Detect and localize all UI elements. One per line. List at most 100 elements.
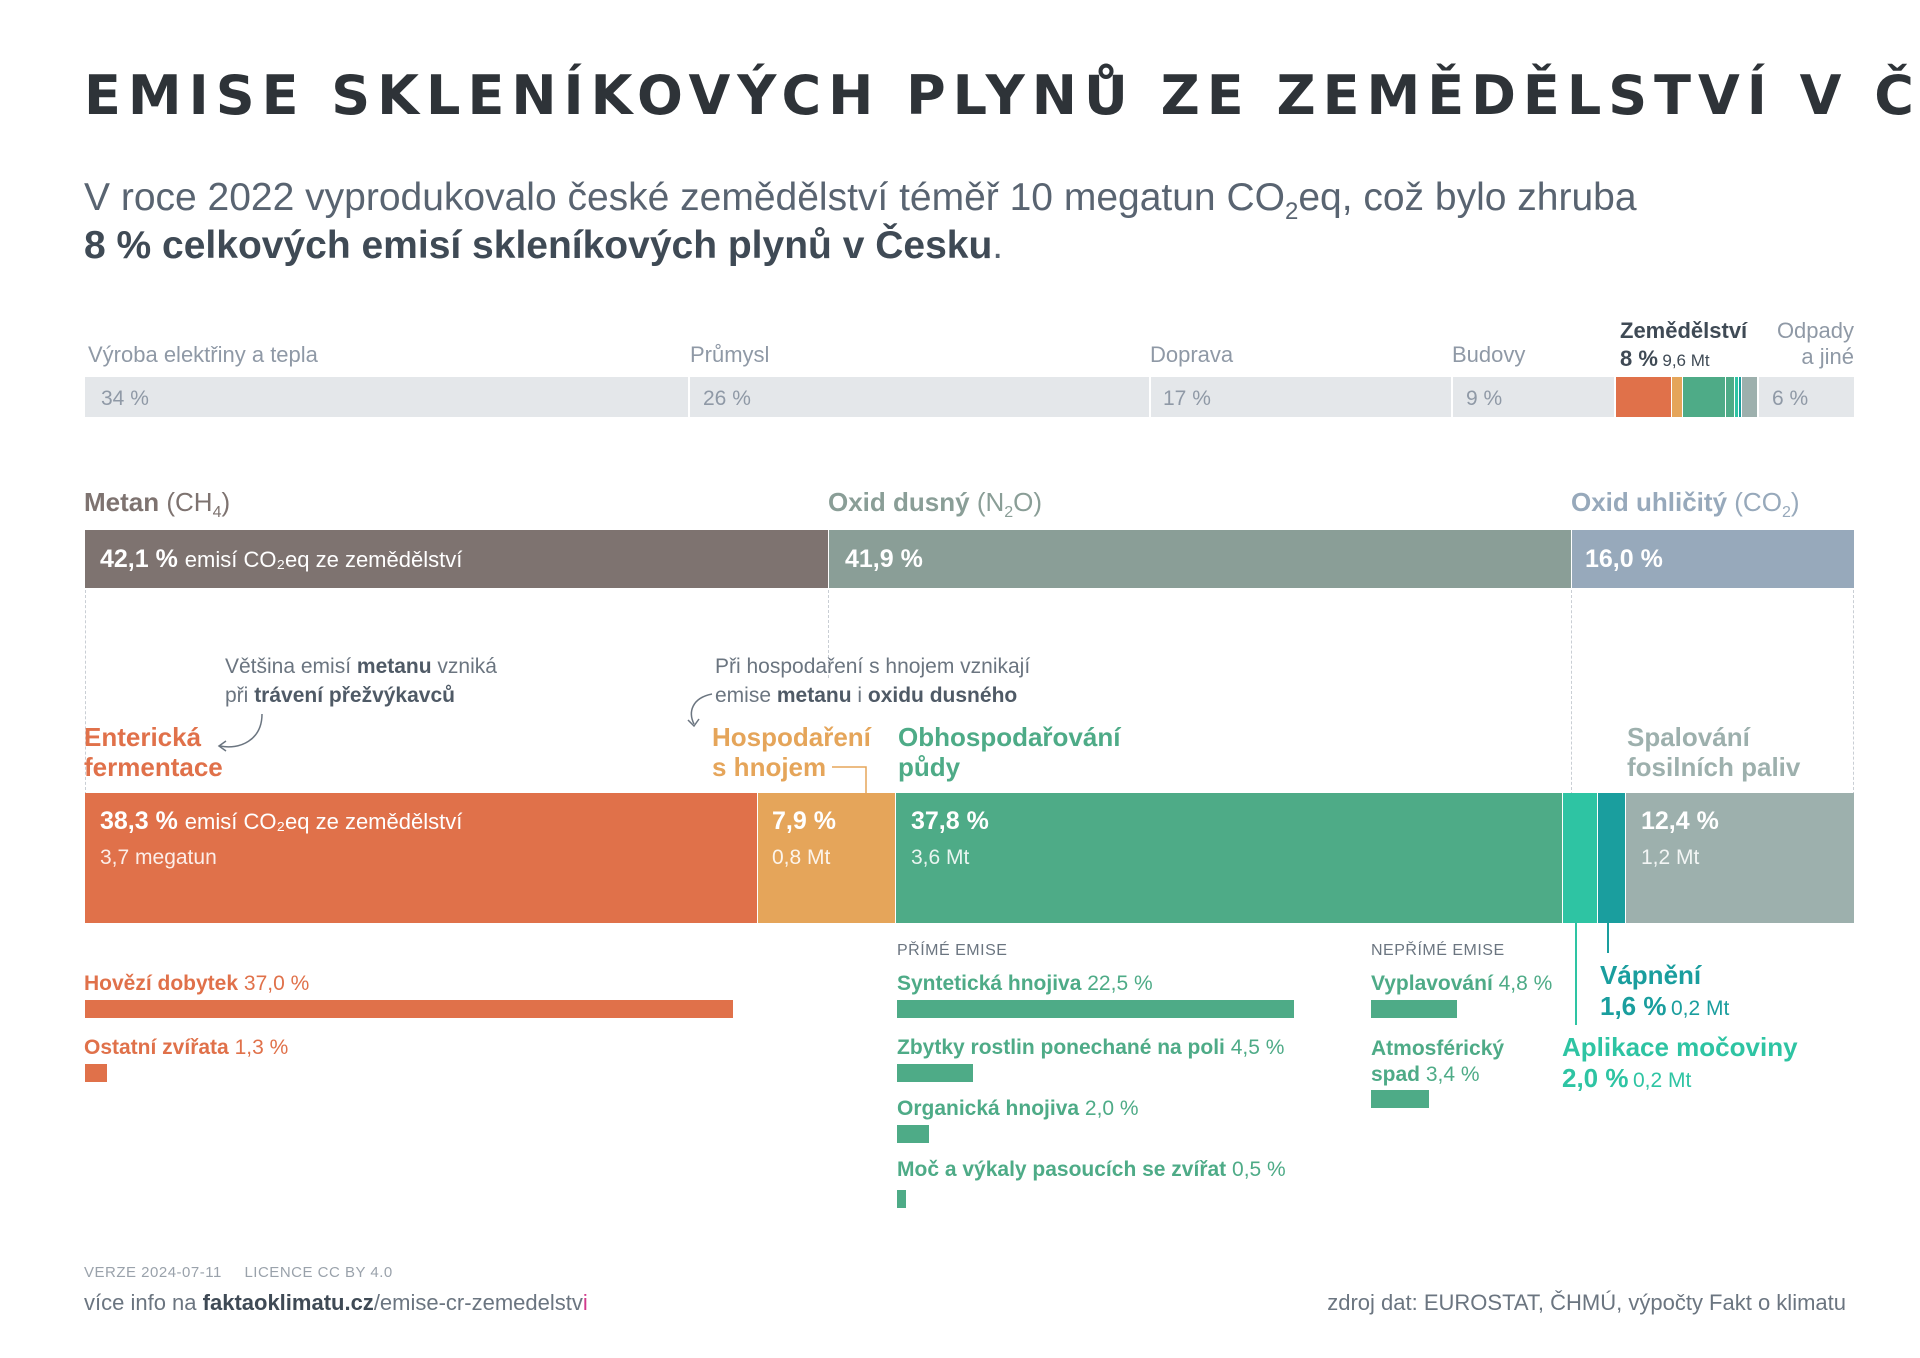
leach-pct: 4,8 % [1498, 972, 1553, 995]
cattle-name: Hovězí dobytek [84, 972, 239, 995]
source-bar-enteric [85, 793, 757, 923]
note-methane-digestion: Většina emisí metanu vzniká při trávení … [225, 652, 497, 710]
label-fuel-2: fosilních paliv [1627, 752, 1801, 782]
sector-label-energy: Výroba elektřiny a tepla [88, 342, 318, 367]
footer-link-path: /emise-cr-zemedelstv [373, 1290, 583, 1315]
bar-synthetic [897, 1000, 1294, 1018]
label-manure-1: Hospodaření [712, 722, 871, 752]
agri-mini-soil [1683, 377, 1725, 417]
n2o-formula: (N2O) [977, 487, 1042, 521]
gas-bar-n2o [829, 530, 1571, 588]
manure-leader-line [832, 766, 867, 796]
gas-bar-methane [85, 530, 828, 588]
n2o-name: Oxid dusný [828, 487, 970, 517]
sector-label-transport: Doprava [1150, 342, 1234, 367]
source-bar-fuel [1626, 793, 1854, 923]
sector-segment-transport [1151, 377, 1451, 417]
enteric-pct-note: emisí CO₂eq ze zemědělství [184, 809, 463, 834]
label-enteric-2: fermentace [84, 752, 223, 782]
urea-leader [1575, 923, 1577, 1025]
atmo-pct: 3,4 % [1425, 1063, 1480, 1086]
source-amount-soil: 3,6 Mt [911, 846, 970, 869]
footer-more-info: více info na faktaoklimatu.cz/emise-cr-z… [84, 1290, 588, 1316]
source-bar-soil [896, 793, 1562, 923]
connector-co2-left [1571, 590, 1572, 795]
footer-source: zdroj dat: EUROSTAT, ČHMÚ, výpočty Fakt … [1327, 1290, 1846, 1315]
leach-name: Vyplavování [1371, 972, 1493, 995]
connector-methane-right [828, 590, 829, 678]
source-amount-fuel: 1,2 Mt [1641, 846, 1700, 869]
source-amount-enteric: 3,7 megatun [100, 846, 217, 869]
note-m1-pre: Většina emisí [225, 655, 357, 678]
methane-formula-pre: (CH [166, 487, 213, 517]
co2-formula-sub: 2 [1781, 504, 1791, 522]
methane-formula-post: ) [221, 487, 231, 517]
source-amount-manure: 0,8 Mt [772, 846, 831, 869]
methane-formula-sub: 4 [212, 504, 222, 522]
bar-residues [897, 1064, 973, 1082]
sector-label-agriculture: Zemědělství [1620, 318, 1748, 343]
label-synthetic: Syntetická hnojiva 22,5 % [897, 972, 1153, 996]
waste-line-1: Odpady [1776, 318, 1854, 343]
connector-co2-right [1853, 590, 1854, 795]
note-m2-pre: při [225, 684, 255, 707]
label-cattle: Hovězí dobytek 37,0 % [84, 972, 309, 996]
subtitle-bold: 8 % celkových emisí skleníkových plynů v… [84, 224, 993, 267]
label-grazing: Moč a výkaly pasoucích se zvířat 0,5 % [897, 1158, 1286, 1182]
co2-formula: (CO2) [1734, 487, 1800, 521]
residues-name: Zbytky rostlin ponechané na poli [897, 1036, 1225, 1059]
source-bar-liming [1598, 793, 1625, 923]
note-mn2-pre: emise [715, 684, 777, 707]
gas-label-methane: Metan (CH4) [84, 487, 230, 522]
label-enteric-1: Enterická [84, 722, 202, 752]
label-organic: Organická hnojiva 2,0 % [897, 1097, 1139, 1121]
footer-meta: VERZE 2024-07-11 LICENCE CC BY 4.0 [84, 1264, 393, 1281]
gas-pct-co2: 16,0 % [1585, 545, 1663, 573]
note-m2-bold: trávení přežvýkavců [254, 684, 455, 707]
gas-bar-co2 [1572, 530, 1854, 588]
gas-pct-n2o: 41,9 % [845, 545, 923, 573]
source-pct-fuel: 12,4 % [1641, 807, 1719, 835]
label-enteric: Enterická fermentace [84, 722, 223, 782]
sector-segment-energy [85, 377, 688, 417]
sector-label-industry: Průmysl [690, 342, 770, 367]
caption-direct: PŘÍMÉ EMISE [897, 942, 1008, 959]
sector-bar: 34 % 26 % 17 % 9 % 6 % [85, 377, 1854, 417]
source-bar-urea [1563, 793, 1597, 923]
atmo-name-2: spad [1371, 1063, 1421, 1086]
label-fuel-1: Spalování [1627, 722, 1750, 752]
agri-mini-enteric [1616, 377, 1671, 417]
note-methane-line-1: Většina emisí metanu vzniká [225, 652, 497, 681]
agri-mini-manure [1672, 377, 1682, 417]
agri-mini-fuel [1742, 377, 1757, 417]
footer-link-last: i [582, 1290, 588, 1315]
footer-license: LICENCE CC BY 4.0 [244, 1264, 393, 1281]
grazing-name: Moč a výkaly pasoucích se zvířat [897, 1158, 1227, 1181]
organic-name: Organická hnojiva [897, 1097, 1080, 1120]
note-m1-post: vzniká [431, 655, 497, 678]
gas-label-n2o: Oxid dusný (N2O) [828, 487, 1042, 522]
sector-value-energy: 34 % [101, 387, 149, 410]
note-mn2-b2: oxidu dusného [867, 684, 1018, 707]
other-animals-name: Ostatní zvířata [84, 1036, 229, 1059]
label-leaching: Vyplavování 4,8 % [1371, 972, 1552, 996]
footer-link-domain[interactable]: faktaoklimatu.cz [202, 1290, 374, 1315]
label-soil-1: Obhospodařování [898, 722, 1121, 752]
source-pct-soil: 37,8 % [911, 807, 989, 835]
cattle-pct: 37,0 % [243, 972, 310, 995]
sector-value-buildings: 9 % [1466, 387, 1503, 410]
methane-name: Metan [84, 487, 160, 517]
urea-values: 2,0 % 0,2 Mt [1562, 1063, 1798, 1094]
subtitle-end: . [992, 224, 1004, 267]
subtitle-line-1: V roce 2022 vyprodukovalo české zeměděls… [84, 176, 1637, 226]
agriculture-value-line: 8 % 9,6 Mt [1620, 346, 1710, 372]
liming-values: 1,6 % 0,2 Mt [1600, 991, 1729, 1022]
co2-formula-post: ) [1790, 487, 1800, 517]
urea-name: Aplikace močoviny [1562, 1032, 1798, 1062]
sector-value-industry: 26 % [703, 387, 751, 410]
label-manure: Hospodaření s hnojem [712, 722, 871, 782]
sector-label-waste: Odpady a jiné [1777, 318, 1854, 370]
footer-version: VERZE 2024-07-11 [84, 1264, 222, 1281]
sector-label-buildings: Budovy [1452, 342, 1526, 367]
liming-name: Vápnění [1600, 960, 1702, 990]
